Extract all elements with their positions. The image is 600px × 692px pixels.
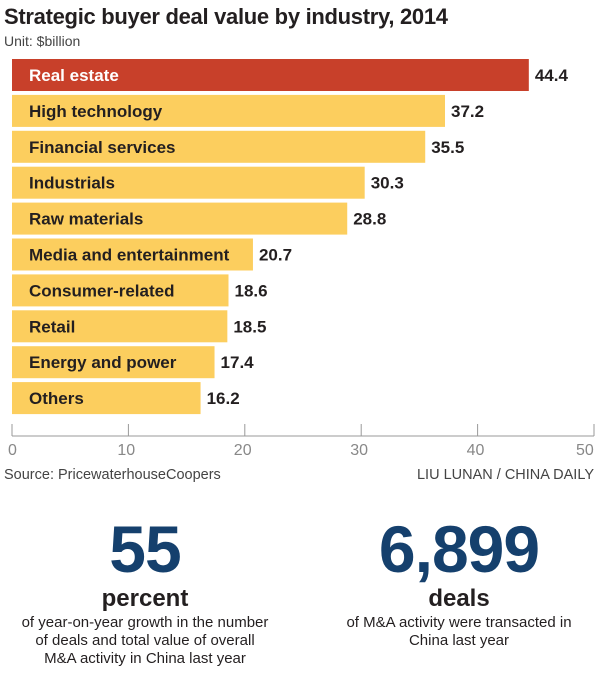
- category-label: Industrials: [29, 174, 115, 193]
- category-label: Consumer-related: [29, 281, 174, 300]
- stat-deal-count: 6,899 deals of M&A activity were transac…: [318, 516, 600, 650]
- category-label: High technology: [29, 102, 163, 121]
- x-tick-label: 10: [117, 442, 135, 459]
- value-label: 30.3: [371, 174, 404, 193]
- stat-number: 55: [109, 512, 181, 586]
- source-note: Source: PricewaterhouseCoopers: [4, 467, 221, 483]
- value-label: 44.4: [535, 66, 569, 85]
- category-label: Media and entertainment: [29, 246, 230, 265]
- value-label: 18.5: [233, 317, 266, 336]
- value-label: 17.4: [221, 353, 255, 372]
- chart-title: Strategic buyer deal value by industry, …: [4, 4, 448, 29]
- bar: [12, 310, 228, 343]
- category-label: Financial services: [29, 138, 175, 157]
- stat-number: 6,899: [378, 512, 540, 586]
- bar: [12, 130, 426, 163]
- bar: [12, 382, 201, 415]
- stat-description: of year-on-year growth in the number of …: [21, 614, 269, 667]
- category-label: Real estate: [29, 66, 119, 85]
- bar: [12, 238, 253, 271]
- stat-description: of M&A activity were transacted in China…: [346, 614, 572, 649]
- chart-subtitle: Unit: $billion: [4, 33, 81, 49]
- x-tick-label: 40: [467, 442, 485, 459]
- stat-unit: percent: [101, 585, 189, 612]
- x-tick-label: 50: [576, 442, 594, 459]
- bar-chart: Real estate 44.4 High technology 37.2 Financ…: [8, 59, 595, 459]
- value-label: 16.2: [207, 389, 240, 408]
- x-tick-label: 0: [8, 442, 17, 459]
- value-label: 28.8: [353, 210, 386, 229]
- bar: [12, 202, 348, 235]
- category-label: Energy and power: [29, 353, 177, 372]
- bar: [12, 346, 215, 379]
- value-label: 37.2: [451, 102, 484, 121]
- stat-percent-growth: 55 percent of year-on-year growth in the…: [0, 516, 290, 668]
- x-tick-label: 20: [234, 442, 252, 459]
- x-tick-label: 30: [350, 442, 368, 459]
- value-label: 35.5: [431, 138, 464, 157]
- category-label: Retail: [29, 317, 75, 336]
- credit-note: LIU LUNAN / CHINA DAILY: [416, 467, 594, 483]
- bar: [12, 59, 529, 91]
- bar: [12, 94, 446, 127]
- bar: [12, 166, 365, 199]
- value-label: 20.7: [259, 246, 292, 265]
- stat-unit: deals: [428, 585, 490, 612]
- category-label: Raw materials: [29, 210, 143, 229]
- value-label: 18.6: [235, 281, 268, 300]
- bar: [12, 274, 229, 307]
- category-label: Others: [29, 389, 84, 408]
